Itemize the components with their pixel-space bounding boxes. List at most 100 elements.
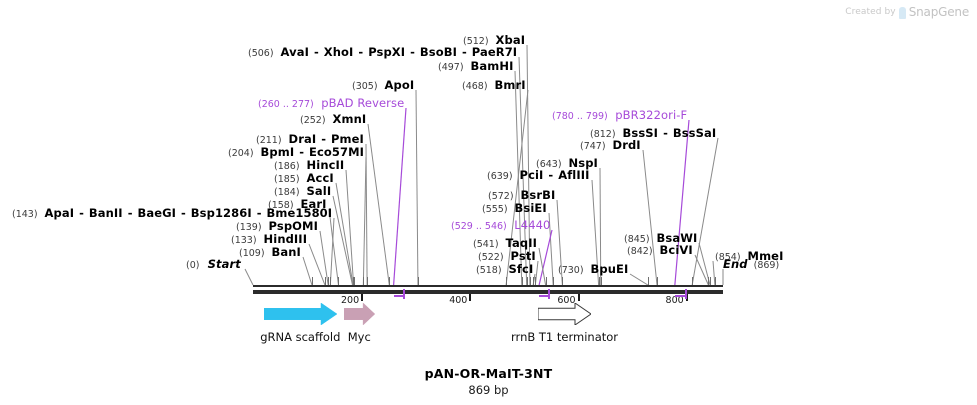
enzyme-label-sfci[interactable]: (518) SfcI (476, 263, 533, 277)
enzyme-name: XmnI (332, 112, 367, 126)
enzyme-label-xbai[interactable]: (512) XbaI (463, 34, 525, 48)
enzyme-label-taqii[interactable]: (541) TaqII (473, 237, 537, 251)
enzyme-label-pcii[interactable]: (639) PciI - AflIII (487, 169, 590, 183)
enzyme-name: PstI (510, 249, 536, 263)
enzyme-label-bsssi[interactable]: (812) BssSI - BssSaI (590, 127, 716, 141)
site-position: (541) (473, 239, 499, 250)
terminal-label-end[interactable]: End (869) (723, 258, 779, 272)
site-position: (204) (228, 148, 254, 159)
cut-site-mark (311, 277, 313, 285)
enzyme-label-bsrbi[interactable]: (572) BsrBI (488, 189, 555, 203)
feature-label: gRNA scaffold (260, 330, 341, 344)
primer-label-pbad-reverse[interactable]: (260 .. 277) pBAD Reverse (258, 97, 404, 111)
enzyme-label-hincii[interactable]: (186) HincII (274, 159, 344, 173)
enzyme-name: HincII (306, 158, 345, 172)
enzyme-label-bcivi[interactable]: (842) BciVI (627, 244, 693, 258)
enzyme-name: PmeI (331, 132, 364, 146)
primer-bracket[interactable] (674, 295, 686, 297)
name-separator: - (295, 145, 308, 159)
site-position: (497) (438, 62, 464, 73)
site-position: (143) (12, 209, 38, 220)
enzyme-label-sali[interactable]: (184) SalI (274, 185, 331, 199)
enzyme-name: BsrBI (520, 188, 556, 202)
ruler-tick-mark (469, 294, 472, 301)
cut-site-mark (710, 277, 712, 285)
name-separator: - (354, 45, 368, 59)
enzyme-label-nspi[interactable]: (643) NspI (536, 157, 598, 171)
cut-site-mark (533, 277, 535, 285)
enzyme-name: AccI (306, 171, 334, 185)
enzyme-name: DraI (288, 132, 317, 146)
enzyme-label-drdi[interactable]: (747) DrdI (580, 139, 641, 153)
enzyme-label-hindiii[interactable]: (133) HindIII (231, 233, 307, 247)
enzyme-name: PspOMI (268, 219, 318, 233)
enzyme-label-mmei[interactable]: (854) MmeI (715, 250, 783, 264)
feature-label: rrnB T1 terminator (511, 330, 619, 344)
primer-label-l4440[interactable]: (529 .. 546) L4440 (451, 219, 550, 233)
site-position: (468) (462, 81, 488, 92)
enzyme-name: NspI (568, 156, 598, 170)
enzyme-label-psti[interactable]: (522) PstI (478, 250, 536, 264)
primer-label-pbr322ori-f[interactable]: (780 .. 799) pBR322ori-F (552, 109, 687, 123)
enzyme-label-acci[interactable]: (185) AccI (274, 172, 334, 186)
feature-arrow-myc[interactable] (343, 303, 375, 325)
enzyme-label-bpmi[interactable]: (204) BpmI - Eco57MI (228, 146, 364, 160)
enzyme-name: XbaI (495, 33, 526, 47)
site-position: (252) (300, 115, 326, 126)
name-separator: - (457, 45, 471, 59)
ruler-tick-mark (577, 294, 580, 301)
enzyme-name: BssSI (622, 126, 659, 140)
enzyme-label-eari[interactable]: (158) EarI (268, 198, 327, 212)
site-position: (133) (231, 235, 257, 246)
enzyme-name: AflIII (558, 168, 590, 182)
plasmid-name: pAN-OR-MaIT-3NT (424, 366, 553, 381)
cut-site-mark (708, 277, 710, 285)
cut-site-mark (521, 277, 523, 285)
enzyme-label-apai[interactable]: (143) ApaI - BanII - BaeGI - Bsp1286I - … (12, 207, 332, 221)
name-separator: - (252, 206, 266, 220)
primer-bracket[interactable] (393, 295, 403, 297)
enzyme-label-bmri[interactable]: (468) BmrI (462, 79, 526, 93)
enzyme-name: HindIII (263, 232, 308, 246)
name-separator: - (123, 206, 137, 220)
terminal-label-start[interactable]: (0) Start (186, 258, 241, 272)
enzyme-name: BsiEI (514, 201, 547, 215)
site-position: (842) (627, 246, 653, 257)
primer-bracket[interactable] (539, 295, 549, 297)
enzyme-name: Bsp1286I (190, 206, 252, 220)
enzyme-label-bsiei[interactable]: (555) BsiEI (482, 202, 547, 216)
enzyme-name: BsaWI (656, 231, 698, 245)
enzyme-name: PspXI (368, 45, 406, 59)
site-position: (572) (488, 191, 514, 202)
enzyme-label-avai[interactable]: (506) AvaI - XhoI - PspXI - BsoBI - PaeR… (248, 46, 517, 60)
enzyme-label-apoi[interactable]: (305) ApoI (352, 79, 414, 93)
enzyme-label-bani[interactable]: (109) BanI (239, 246, 301, 260)
enzyme-label-drai[interactable]: (211) DraI - PmeI (256, 133, 364, 147)
enzyme-name: EarI (300, 197, 327, 211)
snapgene-logo-icon (898, 7, 906, 19)
feature-arrow-grna-scaffold[interactable] (263, 303, 337, 325)
cut-site-mark (330, 277, 332, 285)
enzyme-name: PciI (519, 168, 544, 182)
site-position: (186) (274, 161, 300, 172)
enzyme-name: BanI (271, 245, 301, 259)
ruler-line-thin (253, 285, 723, 287)
enzyme-label-xmni[interactable]: (252) XmnI (300, 113, 366, 127)
feature-arrow-rrnb-t1-terminator[interactable] (538, 303, 592, 325)
ruler-tick-label: 600 (557, 295, 576, 306)
name-separator: - (309, 45, 323, 59)
enzyme-name: SalI (306, 184, 332, 198)
primer-bracket-end (685, 289, 688, 299)
cut-site-mark (647, 277, 649, 285)
enzyme-label-bamhi[interactable]: (497) BamHI (438, 60, 513, 74)
primer-position: (780 .. 799) (552, 111, 608, 122)
cut-site-mark (545, 277, 547, 285)
cut-site-mark (526, 277, 528, 285)
primer-bracket-end (402, 289, 405, 299)
site-position: (158) (268, 200, 294, 211)
enzyme-label-bsawi[interactable]: (845) BsaWI (624, 232, 697, 246)
enzyme-name: ApaI (44, 206, 75, 220)
enzyme-label-pspomi[interactable]: (139) PspOMI (236, 220, 318, 234)
enzyme-label-bpuei[interactable]: (730) BpuEI (558, 263, 628, 277)
